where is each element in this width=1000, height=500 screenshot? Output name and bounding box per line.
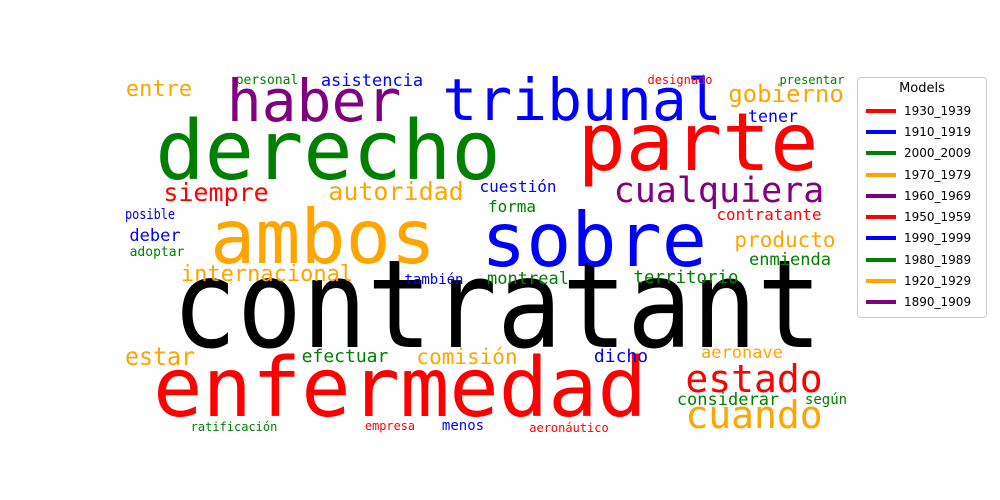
word-según: según: [805, 392, 847, 408]
word-también: también: [404, 272, 463, 288]
legend-swatch: [866, 151, 896, 156]
legend-item-1990_1999: 1990_1999: [866, 228, 978, 249]
legend-swatch: [866, 300, 896, 305]
word-asistencia: asistencia: [321, 71, 423, 91]
word-tener: tener: [748, 107, 798, 127]
word-producto: producto: [734, 228, 835, 252]
legend-item-1920_1929: 1920_1929: [866, 270, 978, 291]
legend: Models 1930_1939 1910_1919 2000_2009 1970_1…: [857, 77, 987, 318]
word-forma: forma: [488, 197, 536, 216]
word-sobre: sobre: [481, 196, 707, 284]
word-entre: entre: [126, 77, 192, 102]
word-menos: menos: [442, 418, 484, 434]
legend-swatch: [866, 215, 896, 220]
legend-label: 1950_1959: [904, 210, 972, 225]
word-gobierno: gobierno: [728, 80, 844, 108]
legend-item-1950_1959: 1950_1959: [866, 206, 978, 227]
word-personal: personal: [236, 73, 299, 88]
legend-item-1910_1919: 1910_1919: [866, 121, 978, 142]
legend-swatch: [866, 129, 896, 134]
legend-item-1970_1979: 1970_1979: [866, 164, 978, 185]
word-cuestión: cuestión: [479, 177, 556, 196]
word-enmienda: enmienda: [749, 250, 831, 270]
legend-title: Models: [899, 81, 945, 96]
word-internacional: internacional: [181, 262, 353, 287]
word-dicho: dicho: [594, 346, 648, 367]
legend-items: 1930_1939 1910_1919 2000_2009 1970_1979 1960…: [866, 100, 978, 313]
word-cualquiera: cualquiera: [614, 171, 825, 211]
word-ambos: ambos: [210, 193, 436, 281]
word-aeronave: aeronave: [701, 343, 783, 363]
legend-item-1960_1969: 1960_1969: [866, 185, 978, 206]
legend-item-1890_1909: 1890_1909: [866, 292, 978, 313]
legend-item-1930_1939: 1930_1939: [866, 100, 978, 121]
word-posible: posible: [125, 207, 175, 223]
legend-swatch: [866, 108, 896, 113]
word-montreal: montreal: [487, 269, 569, 289]
word-deber: deber: [129, 226, 180, 246]
legend-swatch: [866, 193, 896, 198]
word-contratant: contratant: [172, 234, 822, 376]
word-autoridad: autoridad: [328, 177, 463, 206]
legend-label: 1970_1979: [904, 167, 972, 182]
legend-swatch: [866, 172, 896, 177]
word-derecho: derecho: [155, 104, 501, 199]
word-cuando: cuando: [685, 393, 822, 437]
legend-label: 1960_1969: [904, 188, 972, 203]
legend-label: 2000_2009: [904, 146, 972, 161]
word-contratante: contratante: [717, 205, 822, 224]
legend-label: 1930_1939: [904, 103, 972, 118]
word-adoptar: adoptar: [130, 245, 185, 260]
word-enfermedad: enfermedad: [153, 341, 647, 436]
word-estar: estar: [125, 342, 195, 371]
word-aeronáutico: aeronáutico: [529, 421, 608, 435]
legend-label: 1890_1909: [904, 295, 972, 310]
legend-label: 1920_1929: [904, 274, 972, 289]
word-siempre: siempre: [163, 178, 268, 207]
word-tribunal: tribunal: [442, 66, 721, 134]
legend-swatch: [866, 279, 896, 284]
legend-swatch: [866, 257, 896, 262]
word-ratificación: ratificación: [191, 420, 278, 434]
legend-item-1980_1989: 1980_1989: [866, 249, 978, 270]
word-empresa: empresa: [365, 419, 415, 433]
legend-swatch: [866, 236, 896, 241]
word-territorio: territorio: [634, 267, 739, 288]
legend-label: 1990_1999: [904, 231, 972, 246]
word-presentar: presentar: [779, 73, 844, 87]
word-designado: designado: [647, 73, 712, 87]
legend-label: 1980_1989: [904, 252, 972, 267]
legend-label: 1910_1919: [904, 124, 972, 139]
word-considerar: considerar: [677, 390, 779, 410]
word-estado: estado: [685, 357, 822, 401]
word-efectuar: efectuar: [302, 346, 389, 367]
legend-item-2000_2009: 2000_2009: [866, 143, 978, 164]
word-parte: parte: [578, 96, 819, 189]
word-haber: haber: [227, 67, 402, 135]
word-comisión: comisión: [416, 345, 517, 369]
